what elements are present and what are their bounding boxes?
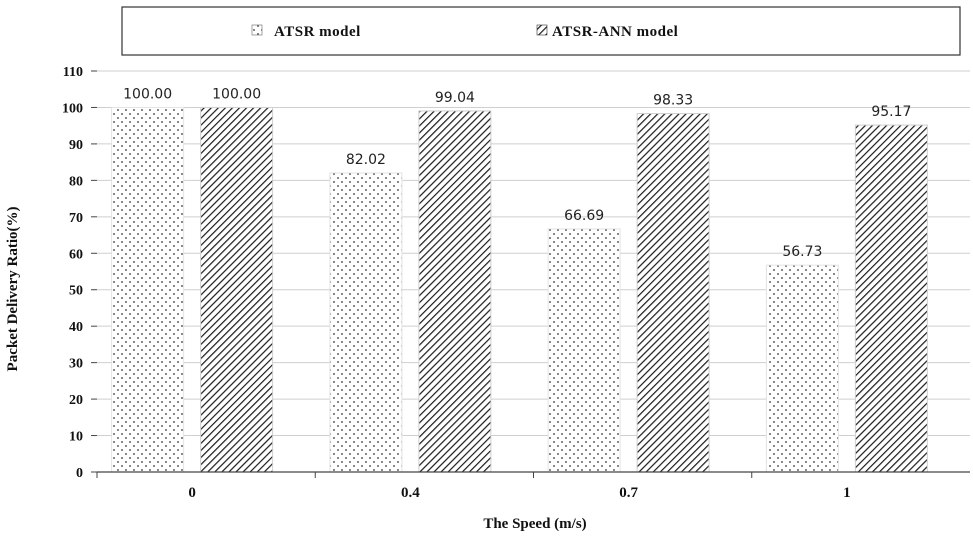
data-label: 100.00 [212, 86, 261, 102]
bar-atsr-ann [854, 124, 928, 473]
bar-atsr-ann [636, 113, 710, 473]
y-tick-label: 50 [69, 284, 83, 299]
legend-label-atsr-ann: ATSR-ANN model [552, 24, 678, 40]
legend-label-atsr: ATSR model [274, 24, 361, 40]
y-tick-label: 0 [76, 466, 83, 481]
data-labels: 100.00 100.00 82.02 99.04 66.69 98.33 56.73 95.… [123, 86, 911, 260]
y-axis-title: Packet Delivery Ratio(%) [5, 207, 21, 372]
y-tick-label: 60 [69, 247, 83, 262]
x-tick-label: 0.4 [401, 485, 420, 501]
x-tick-label: 0.7 [619, 485, 638, 501]
legend-swatch-atsr-ann [536, 24, 548, 36]
data-label: 56.73 [782, 244, 822, 260]
bar-atsr [111, 106, 185, 473]
y-tick-label: 40 [69, 320, 83, 335]
y-tick-label: 100 [62, 101, 83, 116]
y-tick-label: 20 [69, 393, 83, 408]
bar-atsr [329, 172, 403, 473]
data-label: 98.33 [653, 93, 693, 109]
y-tick-label: 80 [69, 174, 83, 189]
data-label: 100.00 [123, 86, 172, 102]
bars [111, 106, 928, 473]
x-axis-ticks: 0 0.4 0.7 1 [96, 472, 851, 501]
x-tick-label: 0 [188, 485, 196, 501]
y-tick-label: 90 [69, 138, 83, 153]
bar-atsr [547, 228, 621, 473]
data-label: 82.02 [346, 152, 386, 168]
data-label: 99.04 [435, 90, 475, 106]
x-axis-title: The Speed (m/s) [483, 516, 586, 532]
bar-atsr-ann [200, 106, 274, 473]
legend-swatch-atsr [251, 24, 263, 36]
data-label: 95.17 [871, 104, 911, 120]
y-tick-label: 110 [63, 65, 83, 80]
y-tick-label: 30 [69, 357, 83, 372]
x-tick-label: 1 [843, 485, 851, 501]
data-label: 66.69 [564, 208, 604, 224]
bar-atsr [765, 264, 839, 473]
y-tick-label: 70 [69, 211, 83, 226]
bar-atsr-ann [418, 110, 492, 473]
y-axis-ticks: 0 10 20 30 40 50 60 70 80 90 100 110 [62, 65, 97, 481]
y-tick-label: 10 [69, 430, 83, 445]
